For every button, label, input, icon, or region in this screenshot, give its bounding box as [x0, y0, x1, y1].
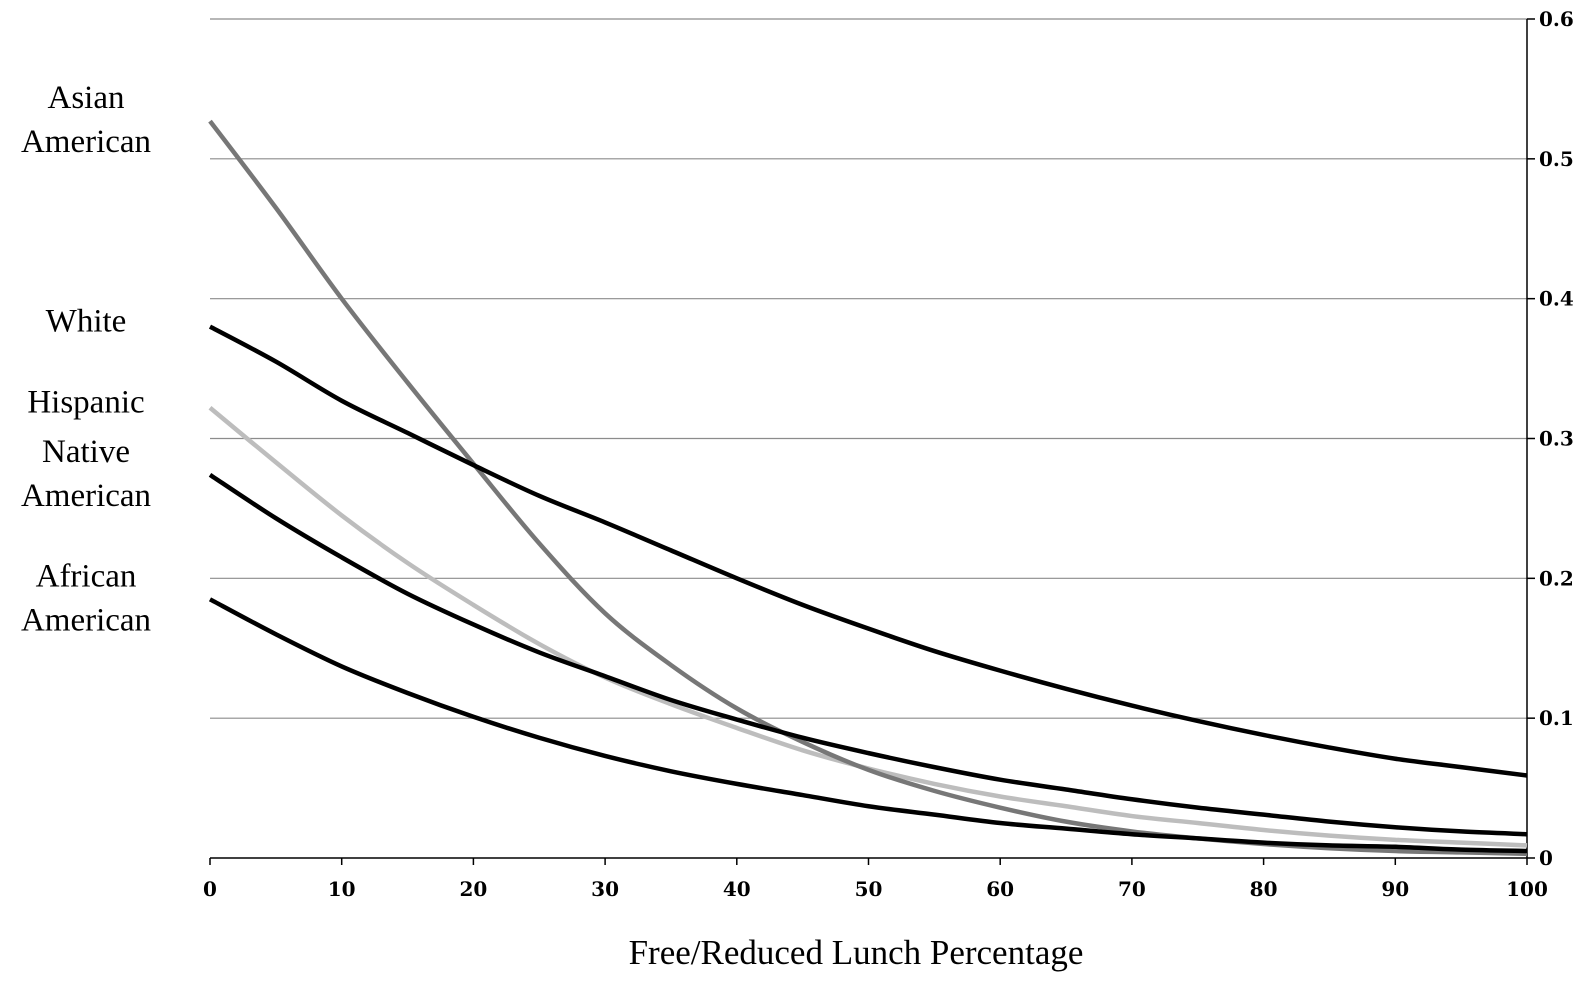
- series-labels: Asian American White Hispanic Native American…: [21, 80, 151, 638]
- series-line-native-american: [208, 472, 1528, 837]
- series-label-line: Asian: [48, 80, 125, 116]
- x-axis-title: Free/Reduced Lunch Percentage: [629, 933, 1084, 972]
- series-lines: [208, 119, 1528, 857]
- x-tick-label: 90: [1381, 877, 1409, 901]
- x-tick-label: 70: [1118, 877, 1146, 901]
- x-tick-label: 50: [855, 877, 883, 901]
- y-tick-label: 0.3: [1539, 427, 1574, 451]
- series-label-line: White: [46, 304, 127, 340]
- series-label-line: Hispanic: [27, 385, 144, 421]
- y-tick-label: 0.4: [1539, 287, 1574, 311]
- series-label-hispanic: Hispanic: [27, 385, 144, 421]
- x-tick-label: 20: [459, 877, 487, 901]
- axes: 0 0.1 0.2 0.3 0.4 0.5 0.6 0 10 20 30 40 50 60 70 80 90 10…: [203, 7, 1574, 901]
- x-tick-label: 30: [591, 877, 619, 901]
- x-tick-label: 80: [1250, 877, 1278, 901]
- series-label-line: American: [21, 478, 151, 514]
- series-line-white: [208, 324, 1528, 778]
- y-tick-label: 0.6: [1539, 7, 1574, 31]
- series-line-african-american: [208, 597, 1528, 854]
- x-tick-label: 0: [203, 877, 217, 901]
- x-tick-label: 100: [1506, 877, 1548, 901]
- y-tick-label: 0.1: [1539, 706, 1574, 730]
- series-label-african-american: African American: [21, 558, 151, 638]
- series-line-asian-american: [208, 119, 1528, 857]
- series-label-line: American: [21, 602, 151, 638]
- y-tick-label: 0.2: [1539, 566, 1574, 590]
- series-label-native-american: Native American: [21, 434, 151, 514]
- series-label-line: African: [36, 558, 137, 594]
- series-label-line: Native: [42, 434, 130, 470]
- x-tick-label: 10: [328, 877, 356, 901]
- x-tick-label: 60: [986, 877, 1014, 901]
- series-label-line: American: [21, 124, 151, 160]
- y-tick-label: 0.5: [1539, 147, 1574, 171]
- gridlines: [210, 18, 1527, 719]
- y-tick-label: 0: [1539, 846, 1553, 870]
- x-tick-label: 40: [723, 877, 751, 901]
- series-label-asian-american: Asian American: [21, 80, 151, 160]
- series-label-white: White: [46, 304, 127, 340]
